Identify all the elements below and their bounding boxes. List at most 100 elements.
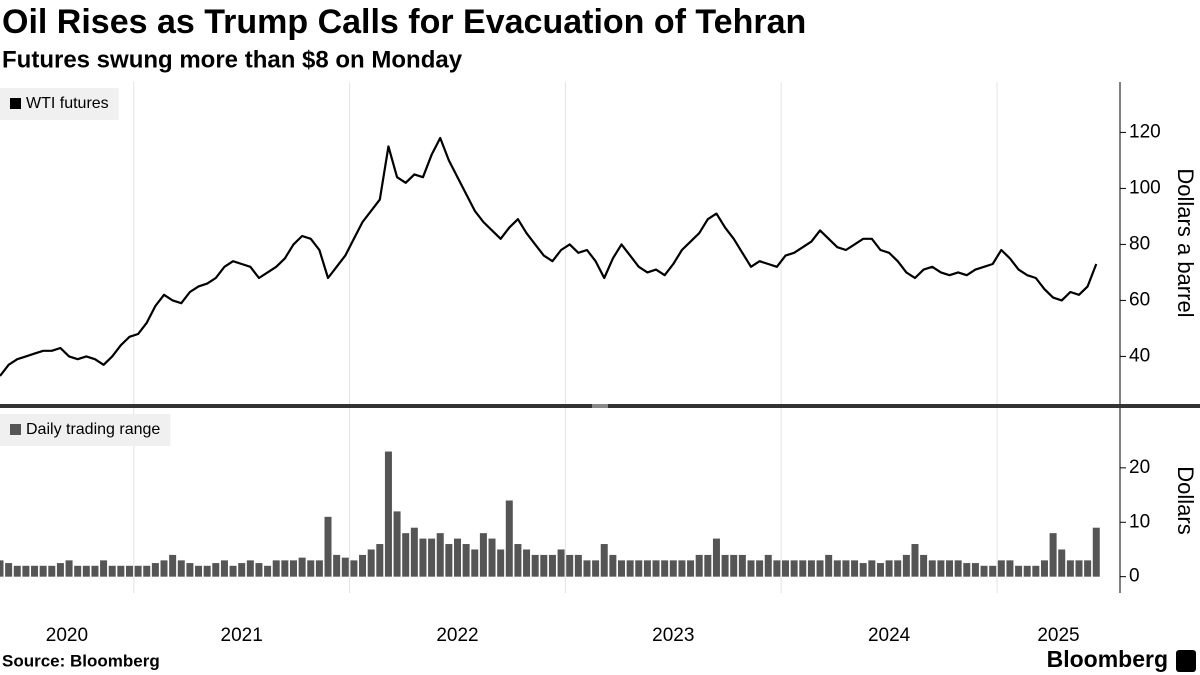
bar (488, 538, 496, 577)
bar (220, 560, 228, 577)
bar (514, 544, 522, 577)
bar (359, 554, 367, 577)
bar (298, 557, 306, 577)
bar (13, 565, 21, 577)
bar (376, 544, 384, 577)
bar (1066, 560, 1074, 577)
bar (471, 549, 479, 577)
bar (583, 560, 591, 577)
y-tick-label: 20 (1129, 457, 1150, 478)
bar (833, 560, 841, 577)
bar (0, 560, 4, 577)
bar (272, 560, 280, 577)
bar (160, 560, 168, 577)
bar (419, 538, 427, 577)
y-axis-title: Dollars a barrel (1173, 168, 1198, 317)
bar (902, 554, 910, 577)
bar (246, 560, 254, 577)
bar (100, 560, 108, 577)
bar (1092, 527, 1100, 577)
bar (859, 563, 867, 577)
bar (548, 554, 556, 577)
bar (1049, 533, 1057, 577)
bar (790, 560, 798, 577)
x-tick-label: 2020 (46, 625, 88, 646)
brand: Bloomberg (1047, 646, 1168, 672)
legend-box (0, 414, 171, 446)
bar (807, 560, 815, 577)
bar (255, 563, 263, 577)
bar (747, 560, 755, 577)
y-tick-label: 100 (1129, 177, 1161, 198)
bar (635, 560, 643, 577)
bar (393, 511, 401, 577)
y-tick-label: 120 (1129, 121, 1161, 142)
y-tick-label: 10 (1129, 511, 1150, 532)
x-tick-label: 2024 (868, 625, 911, 646)
bar (324, 516, 332, 577)
bar (756, 560, 764, 577)
bar (1006, 560, 1014, 577)
bar (1023, 565, 1031, 577)
bar (687, 560, 695, 577)
bar (574, 554, 582, 577)
bar (229, 565, 237, 577)
bar (350, 560, 358, 577)
bar (169, 554, 177, 577)
bar (782, 560, 790, 577)
x-tick-label: 2022 (436, 625, 478, 646)
legend-swatch (10, 424, 21, 435)
bar (445, 544, 453, 577)
bar (151, 563, 159, 577)
bar (5, 563, 13, 577)
bar (937, 560, 945, 577)
bar (609, 554, 617, 577)
bar (125, 565, 133, 577)
bar (56, 563, 64, 577)
bar (954, 560, 962, 577)
bar (997, 560, 1005, 577)
bar (212, 563, 220, 577)
bar (48, 565, 56, 577)
bar (289, 560, 297, 577)
bar (74, 565, 82, 577)
bar (384, 451, 392, 577)
bar (963, 563, 971, 577)
bar (989, 565, 997, 577)
bar (31, 565, 39, 577)
bar (497, 549, 505, 577)
bar (592, 560, 600, 577)
bar (307, 560, 315, 577)
bar (885, 560, 893, 577)
bar (980, 565, 988, 577)
bar (462, 544, 470, 577)
bar (618, 560, 626, 577)
bar (842, 560, 850, 577)
bar (661, 560, 669, 577)
bar (540, 554, 548, 577)
bar (22, 565, 30, 577)
bar (82, 565, 90, 577)
bar (566, 554, 574, 577)
bar (39, 565, 47, 577)
bar (695, 554, 703, 577)
bar (1058, 549, 1066, 577)
bar (436, 533, 444, 577)
bar (91, 565, 99, 577)
bar (894, 560, 902, 577)
bar (315, 560, 323, 577)
y-tick-label: 60 (1129, 289, 1150, 310)
chart-subtitle: Futures swung more than $8 on Monday (2, 46, 463, 73)
bar (333, 554, 341, 577)
x-tick-label: 2021 (221, 625, 263, 646)
bar (238, 563, 246, 577)
x-tick-label: 2025 (1037, 625, 1079, 646)
bar (428, 538, 436, 577)
bar (505, 500, 513, 577)
y-tick-label: 0 (1129, 566, 1140, 587)
bar (825, 554, 833, 577)
bar (523, 549, 531, 577)
y-tick-label: 40 (1129, 345, 1150, 366)
bar (626, 560, 634, 577)
